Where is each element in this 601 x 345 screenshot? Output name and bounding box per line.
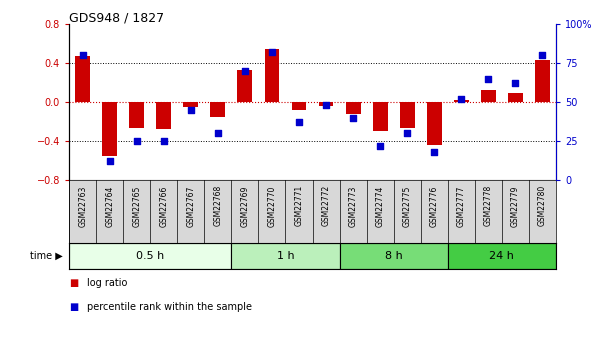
Text: GSM22776: GSM22776 — [430, 185, 439, 227]
Bar — [346, 102, 361, 114]
Bar — [75, 56, 90, 102]
Text: GSM22763: GSM22763 — [78, 185, 87, 227]
Bar — [319, 102, 334, 106]
Bar — [210, 102, 225, 117]
Bar — [156, 102, 171, 129]
Point — [186, 107, 196, 113]
Text: GSM22773: GSM22773 — [349, 185, 358, 227]
Bar — [102, 102, 117, 156]
Text: log ratio: log ratio — [87, 278, 127, 288]
Point — [511, 81, 520, 86]
Text: GSM22778: GSM22778 — [484, 185, 493, 226]
Bar — [183, 102, 198, 107]
Text: GSM22772: GSM22772 — [322, 185, 331, 226]
Point — [132, 138, 142, 144]
Bar — [535, 60, 550, 102]
Bar — [69, 243, 231, 269]
Text: GSM22764: GSM22764 — [105, 185, 114, 227]
Text: GSM22777: GSM22777 — [457, 185, 466, 227]
Text: GSM22779: GSM22779 — [511, 185, 520, 227]
Text: GSM22774: GSM22774 — [376, 185, 385, 227]
Bar — [291, 102, 307, 110]
Text: GSM22780: GSM22780 — [538, 185, 547, 226]
Bar — [448, 243, 556, 269]
Bar — [481, 90, 496, 102]
Point — [78, 52, 88, 58]
Point — [159, 138, 169, 144]
Text: 24 h: 24 h — [489, 251, 514, 261]
Text: GSM22768: GSM22768 — [213, 185, 222, 226]
Bar — [427, 102, 442, 145]
Text: GSM22769: GSM22769 — [240, 185, 249, 227]
Text: 0.5 h: 0.5 h — [136, 251, 165, 261]
Bar — [373, 102, 388, 131]
Bar — [454, 100, 469, 102]
Point — [294, 120, 304, 125]
Point — [267, 49, 276, 55]
Point — [430, 149, 439, 155]
Text: ■: ■ — [69, 278, 78, 288]
Text: time ▶: time ▶ — [31, 251, 63, 261]
Text: GSM22771: GSM22771 — [294, 185, 304, 226]
Text: GSM22765: GSM22765 — [132, 185, 141, 227]
Bar — [264, 49, 279, 102]
Point — [322, 102, 331, 108]
Text: ■: ■ — [69, 302, 78, 312]
Bar — [400, 102, 415, 128]
Bar — [129, 102, 144, 128]
Point — [213, 131, 223, 136]
Text: percentile rank within the sample: percentile rank within the sample — [87, 302, 252, 312]
Text: GDS948 / 1827: GDS948 / 1827 — [69, 11, 164, 24]
Text: GSM22770: GSM22770 — [267, 185, 276, 227]
Text: 8 h: 8 h — [385, 251, 403, 261]
Point — [403, 131, 412, 136]
Point — [375, 143, 385, 149]
Text: 1 h: 1 h — [276, 251, 294, 261]
Text: GSM22767: GSM22767 — [186, 185, 195, 227]
Text: GSM22775: GSM22775 — [403, 185, 412, 227]
Bar — [340, 243, 448, 269]
Point — [240, 68, 250, 74]
Point — [105, 159, 115, 164]
Point — [457, 96, 466, 102]
Point — [538, 52, 548, 58]
Point — [483, 76, 493, 81]
Bar — [508, 93, 523, 102]
Text: GSM22766: GSM22766 — [159, 185, 168, 227]
Point — [349, 115, 358, 120]
Bar — [231, 243, 340, 269]
Bar — [237, 70, 252, 102]
